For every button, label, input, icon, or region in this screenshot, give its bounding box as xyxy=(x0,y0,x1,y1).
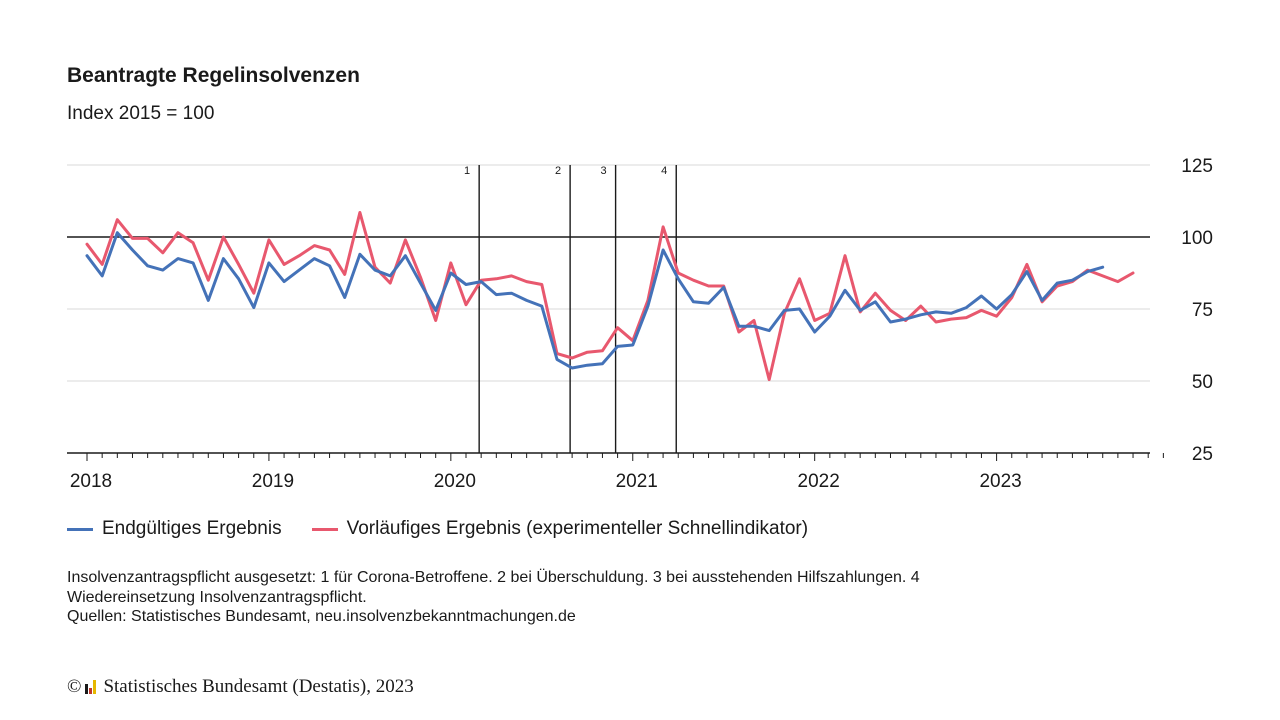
chart-legend: Endgültiges Ergebnis Vorläufiges Ergebni… xyxy=(67,518,838,540)
footnote-sources: Quellen: Statistisches Bundesamt, neu.in… xyxy=(67,608,576,625)
copyright-symbol: © xyxy=(67,676,82,697)
series-line-preliminary xyxy=(85,211,1135,382)
chart-title: Beantragte Regelinsolvenzen xyxy=(67,64,360,87)
x-tick-label-2020: 2020 xyxy=(434,471,476,492)
annotation-label-3: 3 xyxy=(600,165,606,177)
legend-label-final: Endgültiges Ergebnis xyxy=(102,518,282,539)
chart-subtitle: Index 2015 = 100 xyxy=(67,103,215,124)
annotation-label-1: 1 xyxy=(464,165,470,177)
legend-item-final: Endgültiges Ergebnis xyxy=(67,518,282,540)
annotation-label-4: 4 xyxy=(661,165,667,177)
series-line-final xyxy=(85,231,1105,370)
y-tick-label-100: 100 xyxy=(1181,228,1213,249)
x-tick-label-2022: 2022 xyxy=(798,471,840,492)
x-tick-label-2019: 2019 xyxy=(252,471,294,492)
x-tick-label-2018: 2018 xyxy=(70,471,112,492)
copyright-text: Statistisches Bundesamt (Destatis), 2023 xyxy=(103,676,414,697)
legend-label-preliminary: Vorläufiges Ergebnis (experimenteller Sc… xyxy=(346,518,809,539)
annotation-label-2: 2 xyxy=(555,165,561,177)
footnote-line-2: Wiedereinsetzung Insolvenzantragspflicht… xyxy=(67,588,367,606)
x-tick-label-2023: 2023 xyxy=(979,471,1021,492)
chart-footnote: Insolvenzantragspflicht ausgesetzt: 1 fü… xyxy=(67,568,1147,627)
x-tick-label-2021: 2021 xyxy=(616,471,658,492)
legend-item-preliminary: Vorläufiges Ergebnis (experimenteller Sc… xyxy=(311,518,809,540)
y-tick-label-25: 25 xyxy=(1192,444,1213,465)
footnote-line-1: Insolvenzantragspflicht ausgesetzt: 1 fü… xyxy=(67,569,920,586)
y-tick-label-125: 125 xyxy=(1181,156,1213,177)
y-tick-label-75: 75 xyxy=(1192,300,1213,321)
destatis-logo-icon xyxy=(85,680,97,694)
y-tick-label-50: 50 xyxy=(1192,372,1213,393)
legend-swatch-final xyxy=(67,527,93,531)
legend-swatch-preliminary xyxy=(311,527,338,531)
copyright-notice: © Statistisches Bundesamt (Destatis), 20… xyxy=(67,676,414,698)
